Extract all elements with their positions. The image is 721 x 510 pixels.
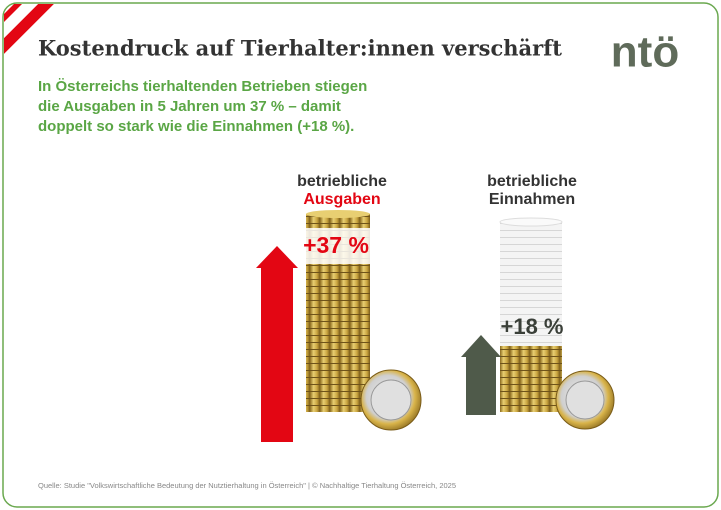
- euro-coin: [555, 370, 615, 430]
- column-label: betriebliche: [487, 173, 577, 190]
- coin-stack: [300, 210, 376, 412]
- arrow-up: [461, 335, 501, 415]
- euro-coin: [360, 369, 422, 431]
- logo: ntö: [611, 28, 679, 77]
- subtitle: die Ausgaben in 5 Jahren um 37 % – damit: [38, 98, 341, 115]
- column-label: betriebliche: [297, 173, 387, 190]
- subtitle: In Österreichs tierhaltenden Betrieben s…: [38, 78, 367, 95]
- subtitle: doppelt so stark wie die Einnahmen (+18 …: [38, 118, 354, 135]
- flag-stripes: [4, 4, 64, 64]
- source: Quelle: Studie "Volkswirtschaftliche Bed…: [38, 481, 456, 490]
- arrow-up: [256, 246, 298, 442]
- coin-stack: [499, 217, 563, 412]
- column-label: Ausgaben: [303, 191, 380, 208]
- change-label: +18 %: [501, 314, 564, 339]
- column-label: Einnahmen: [489, 191, 575, 208]
- change-label: +37 %: [303, 232, 369, 258]
- title: Kostendruck auf Tierhalter:innen verschä…: [38, 36, 562, 61]
